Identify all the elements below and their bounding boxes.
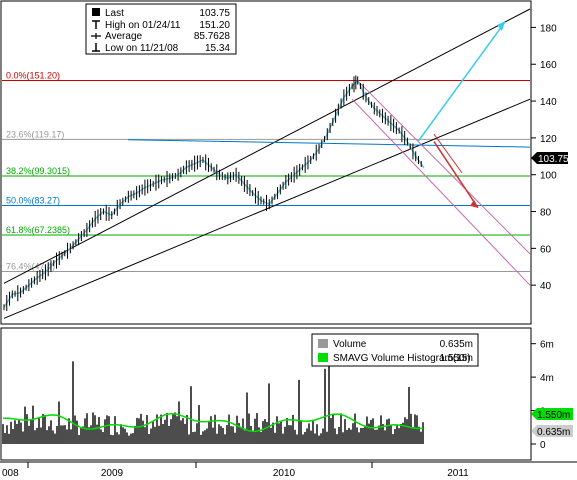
x-axis: 008 2009 2010 2011 bbox=[2, 462, 469, 479]
price-y-axis: 40 60 80 100 120 140 160 180 bbox=[531, 23, 557, 292]
last-value-text: 103.75 bbox=[538, 154, 569, 165]
fib-level-label: 50.0%(83.27) bbox=[6, 196, 60, 206]
legend-high-label: High on 01/24/11 bbox=[105, 20, 181, 31]
volume-tick-label: 4m bbox=[540, 373, 554, 384]
y-tick-label: 160 bbox=[540, 60, 557, 71]
square-marker-icon bbox=[92, 8, 100, 16]
volume-tick-label: 6m bbox=[540, 340, 554, 351]
fib-level-label: 38.2%(99.3015) bbox=[6, 166, 70, 176]
fib-level-label: 61.8%(67.2385) bbox=[6, 225, 70, 235]
down-channel-lower bbox=[351, 98, 531, 286]
volume-value-tags: 1.550m 0.635m bbox=[531, 408, 573, 438]
high-marker-icon bbox=[92, 20, 100, 29]
average-marker-icon bbox=[91, 33, 101, 39]
price-line bbox=[3, 79, 425, 308]
y-tick-label: 120 bbox=[540, 134, 557, 145]
y-tick-label: 60 bbox=[540, 244, 552, 255]
legend-low-value: 15.34 bbox=[205, 43, 230, 54]
price-series bbox=[3, 75, 425, 311]
fib-level-label: 0.0%(151.20) bbox=[6, 70, 60, 80]
x-tick-label: 2011 bbox=[447, 468, 469, 479]
smavg-tag-text: 1.550m bbox=[537, 410, 570, 421]
y-tick-label: 40 bbox=[540, 281, 552, 292]
legend-average-value: 85.7628 bbox=[194, 31, 231, 42]
volume-legend-label: Volume bbox=[333, 339, 367, 350]
down-projection-arrow bbox=[433, 141, 479, 209]
smavg-line bbox=[2, 412, 424, 433]
legend-last-value: 103.75 bbox=[199, 8, 230, 19]
price-legend: Last 103.75 High on 01/24/11 151.20 Aver… bbox=[85, 3, 237, 55]
y-tick-label: 100 bbox=[540, 171, 557, 182]
volume-legend: Volume 0.635m SMAVG Volume Histogram(15)… bbox=[311, 333, 479, 367]
volume-legend-value: 0.635m bbox=[440, 339, 473, 350]
upper-channel-line bbox=[3, 8, 531, 284]
smavg-legend-value: 1.550m bbox=[440, 353, 473, 364]
volume-swatch-icon bbox=[318, 339, 328, 348]
y-tick-label: 140 bbox=[540, 97, 557, 108]
smavg-legend-label: SMAVG Volume Histogram(15) bbox=[333, 353, 471, 364]
legend-last-label: Last bbox=[105, 8, 124, 19]
fib-level-label: 76.4%(47.4) bbox=[6, 262, 55, 272]
volume-tick-label: 0 bbox=[540, 440, 546, 451]
low-marker-icon bbox=[92, 43, 100, 52]
y-tick-label: 80 bbox=[540, 208, 552, 219]
down-channel-upper bbox=[357, 80, 531, 255]
fib-level-label: 23.6%(119.17) bbox=[6, 129, 64, 139]
last-value-tag: 103.75 bbox=[531, 152, 569, 165]
volume-panel bbox=[0, 327, 532, 461]
y-tick-label: 180 bbox=[540, 23, 557, 34]
legend-low-label: Low on 11/21/08 bbox=[105, 43, 179, 54]
x-tick-label: 2010 bbox=[273, 468, 296, 479]
smavg-swatch-icon bbox=[318, 353, 328, 362]
legend-average-label: Average bbox=[105, 31, 143, 42]
volume-bars bbox=[2, 361, 424, 444]
horizontal-blue-line bbox=[127, 139, 531, 148]
down-arrowhead-icon bbox=[470, 199, 478, 208]
x-tick-label: 008 bbox=[2, 468, 19, 479]
up-arrowhead-icon bbox=[497, 21, 505, 31]
volume-tag-text: 0.635m bbox=[537, 427, 570, 438]
x-tick-label: 2009 bbox=[101, 468, 124, 479]
legend-high-value: 151.20 bbox=[199, 20, 230, 31]
short-red-line bbox=[433, 133, 463, 174]
up-projection-arrow bbox=[417, 21, 506, 143]
projection-arrows bbox=[417, 21, 506, 209]
price-panel bbox=[0, 0, 532, 325]
